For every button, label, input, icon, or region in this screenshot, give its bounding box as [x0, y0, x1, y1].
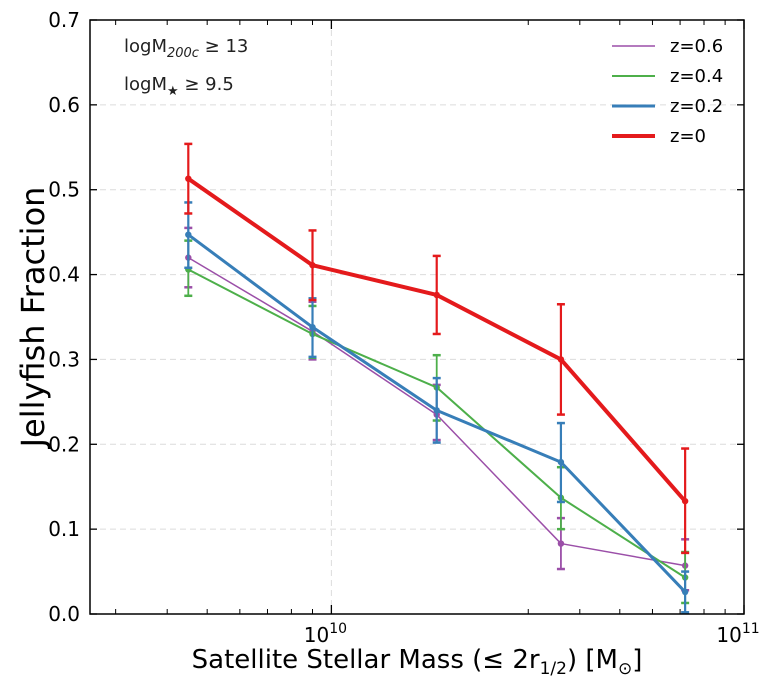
y-tick-label: 0.6: [48, 93, 80, 117]
series-layer: [184, 142, 690, 614]
y-tick-label: 0.5: [48, 178, 80, 202]
y-tick-label: 0.1: [48, 517, 80, 541]
series-z=0.2: [184, 201, 690, 614]
x-tick-label: 1010: [304, 621, 347, 647]
x-tick-label: 1011: [716, 621, 759, 647]
data-point: [681, 497, 689, 505]
legend: z=0.6 z=0.4 z=0.2 z=0: [612, 36, 723, 147]
data-point: [433, 291, 440, 299]
annotation-stellar-mass: logM★ ≥ 9.5: [124, 74, 234, 99]
data-point: [309, 262, 316, 269]
axis-ticks: 0.0 0.1 0.2 0.3 0.4 0.5 0.6 0.7 1010 1011: [48, 8, 759, 647]
data-point: [557, 356, 565, 363]
y-tick-label: 0.0: [48, 602, 80, 626]
legend-label: z=0: [670, 126, 706, 147]
x-axis-label: Satellite Stellar Mass (≤ 2r1/2) [M⊙]: [192, 645, 643, 679]
legend-label: z=0.2: [670, 96, 723, 117]
series-z=0: [184, 142, 690, 555]
data-point: [557, 458, 565, 466]
data-point: [185, 231, 192, 238]
annotation-halo-mass: logM200c ≥ 13: [124, 36, 248, 61]
plot-frame: [89, 19, 745, 615]
plot-area: [90, 20, 744, 614]
y-axis-label: Jellyfish Fraction: [14, 187, 52, 450]
data-point: [557, 540, 565, 547]
legend-label: z=0.6: [670, 36, 723, 57]
y-tick-label: 0.4: [48, 263, 80, 287]
y-tick-label: 0.7: [48, 8, 80, 32]
y-tick-label: 0.3: [48, 347, 80, 371]
data-point: [433, 407, 440, 414]
data-point: [681, 588, 689, 596]
data-point: [185, 175, 192, 182]
data-point: [309, 323, 316, 331]
y-tick-label: 0.2: [48, 432, 80, 456]
legend-label: z=0.4: [670, 66, 723, 87]
